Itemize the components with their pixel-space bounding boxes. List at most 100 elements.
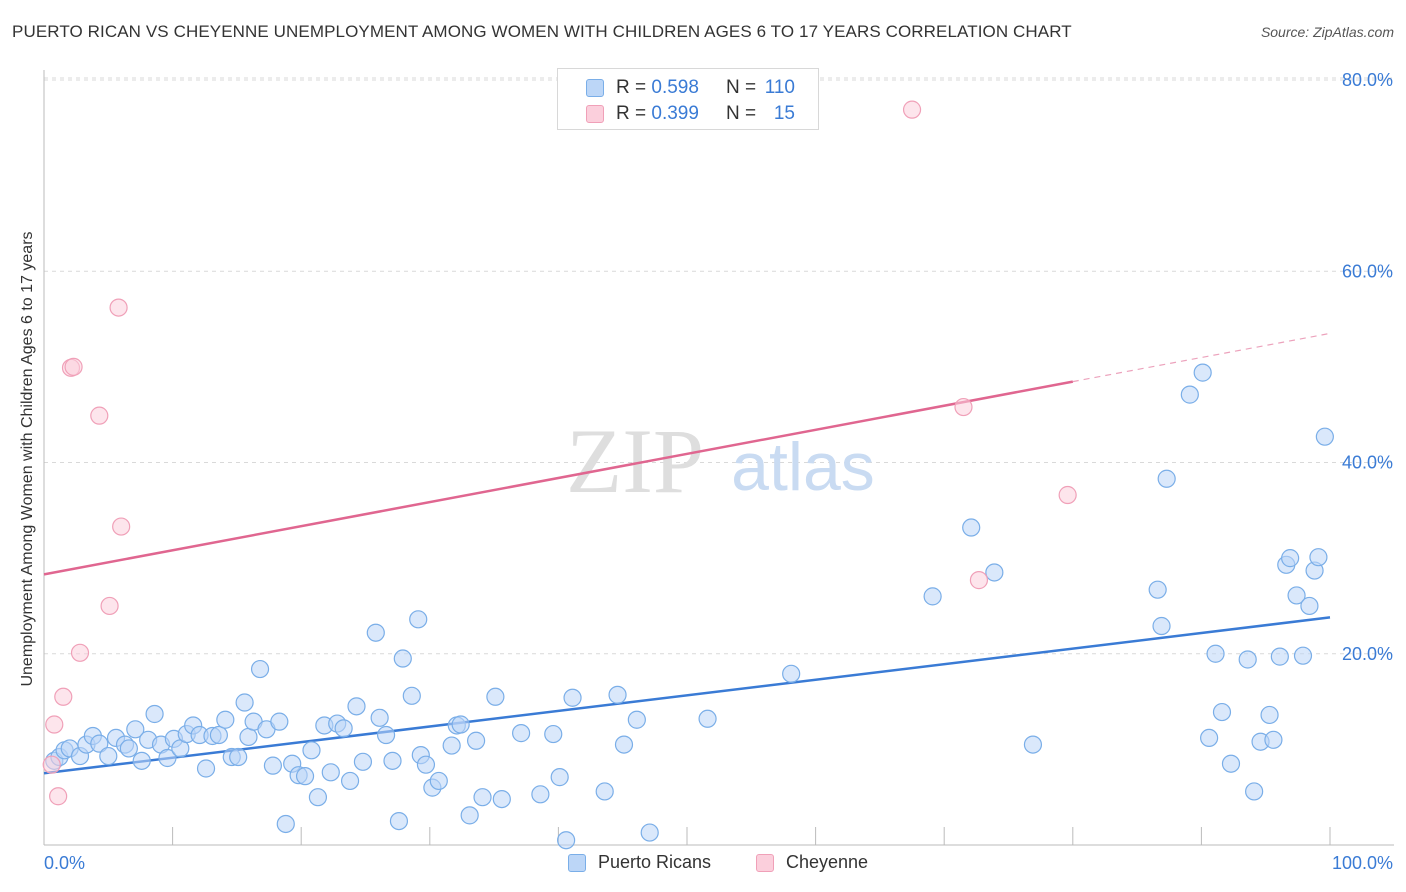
legend-label-cheyenne: Cheyenne	[786, 852, 869, 872]
data-point	[1287, 586, 1306, 605]
data-point	[460, 806, 479, 825]
data-point	[119, 739, 138, 758]
data-point	[302, 741, 321, 760]
data-point	[595, 782, 614, 801]
data-point	[1309, 548, 1328, 567]
data-point	[492, 789, 511, 809]
legend-n-value: 15	[773, 103, 795, 124]
series-cheyenne	[42, 100, 1077, 806]
data-point	[109, 298, 128, 317]
y-tick-label: 60.0%	[1342, 261, 1393, 281]
y-tick-label: 20.0%	[1342, 644, 1393, 664]
series-puerto-ricans	[45, 363, 1334, 850]
data-point	[370, 708, 389, 727]
correlation-legend: R = 0.598 N = 110 R = 0.399 N = 15	[557, 68, 819, 130]
data-point	[239, 727, 258, 747]
data-point	[196, 759, 216, 778]
data-point	[1193, 363, 1212, 382]
data-point	[557, 831, 576, 850]
data-point	[347, 697, 366, 716]
data-point	[1245, 782, 1264, 801]
data-point	[49, 787, 68, 806]
data-point	[54, 687, 73, 706]
data-point	[64, 357, 83, 376]
data-point	[429, 771, 448, 791]
data-point	[1315, 427, 1334, 446]
data-point	[1157, 469, 1176, 488]
data-point	[466, 731, 486, 750]
trend-lines	[43, 332, 1331, 775]
data-point	[969, 571, 989, 590]
data-point	[473, 788, 492, 807]
data-point	[366, 623, 385, 642]
data-point	[1023, 735, 1043, 754]
data-point	[132, 751, 151, 770]
data-point	[531, 785, 550, 804]
data-point	[376, 725, 396, 745]
data-point	[962, 518, 981, 537]
data-point	[1293, 646, 1313, 665]
legend-row-cheyenne: R = 0.399 N = 15	[558, 103, 818, 127]
data-point	[45, 715, 64, 734]
data-point	[1270, 647, 1289, 666]
data-point	[216, 710, 235, 729]
data-point	[1212, 702, 1232, 722]
data-point	[250, 659, 270, 679]
data-point	[608, 685, 627, 704]
data-point	[126, 720, 145, 739]
data-point	[627, 710, 646, 729]
tick-labels: 20.0% 40.0% 60.0% 80.0% 0.0% 100.0%	[44, 70, 1393, 873]
legend-r-text: R = 0.399	[616, 103, 699, 124]
data-point	[99, 746, 118, 766]
data-point	[416, 755, 436, 774]
legend-n-value: 110	[764, 77, 795, 98]
data-point	[512, 724, 531, 743]
series-legend: Puerto Ricans Cheyenne	[0, 852, 1406, 878]
chart-title: PUERTO RICAN VS CHEYENNE UNEMPLOYMENT AM…	[12, 22, 1072, 41]
watermark: ZIP atlas	[566, 410, 875, 512]
legend-swatch-puerto-ricans	[586, 79, 604, 97]
data-point	[276, 814, 295, 834]
data-point	[1206, 644, 1225, 663]
data-point	[614, 735, 634, 754]
data-point	[145, 704, 164, 724]
data-point	[985, 563, 1004, 582]
data-point	[334, 719, 353, 738]
data-point	[1152, 616, 1171, 636]
data-point	[442, 736, 461, 755]
data-point	[954, 397, 973, 417]
data-point	[451, 715, 470, 734]
data-points	[42, 100, 1334, 850]
data-point	[1200, 728, 1219, 748]
data-point	[923, 587, 942, 606]
data-point	[308, 788, 328, 807]
data-point	[550, 768, 569, 787]
trend-line	[43, 380, 1074, 576]
data-point	[1300, 596, 1319, 616]
data-point	[270, 712, 289, 731]
data-point	[486, 687, 505, 706]
data-point	[393, 649, 412, 668]
y-tick-label: 40.0%	[1342, 453, 1393, 473]
data-point	[902, 100, 922, 119]
data-point	[698, 709, 717, 728]
data-point	[1260, 705, 1279, 725]
data-point	[1148, 580, 1167, 599]
data-point	[42, 755, 61, 774]
data-point	[229, 747, 248, 767]
data-point	[321, 763, 340, 782]
data-point	[1221, 754, 1241, 773]
gridlines	[44, 77, 1394, 655]
data-point	[90, 406, 109, 425]
data-point	[544, 724, 563, 744]
data-point	[563, 688, 582, 707]
data-point	[295, 767, 315, 786]
data-point	[263, 756, 283, 775]
data-point	[782, 664, 801, 683]
data-point	[409, 610, 428, 629]
data-point	[1264, 730, 1283, 749]
data-point	[383, 751, 402, 770]
data-point	[100, 596, 119, 616]
data-point	[1180, 385, 1199, 404]
